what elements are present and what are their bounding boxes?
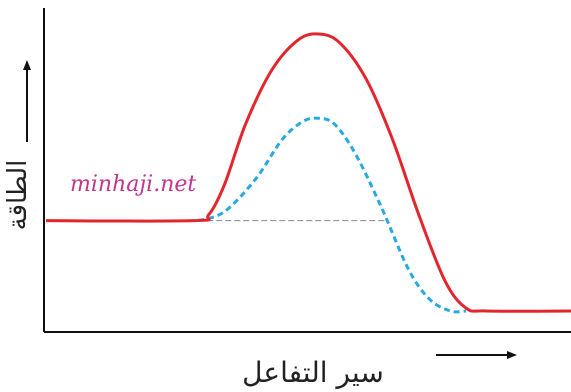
series-layer: [45, 32, 571, 314]
uncatalyzed-curve: [45, 32, 571, 313]
watermark-text: minhaji.net: [70, 172, 196, 197]
catalyzed-curve: [197, 116, 467, 314]
x-axis-label: سير التفاعل: [242, 356, 384, 389]
y-axis-label: الطاقة: [3, 160, 33, 231]
